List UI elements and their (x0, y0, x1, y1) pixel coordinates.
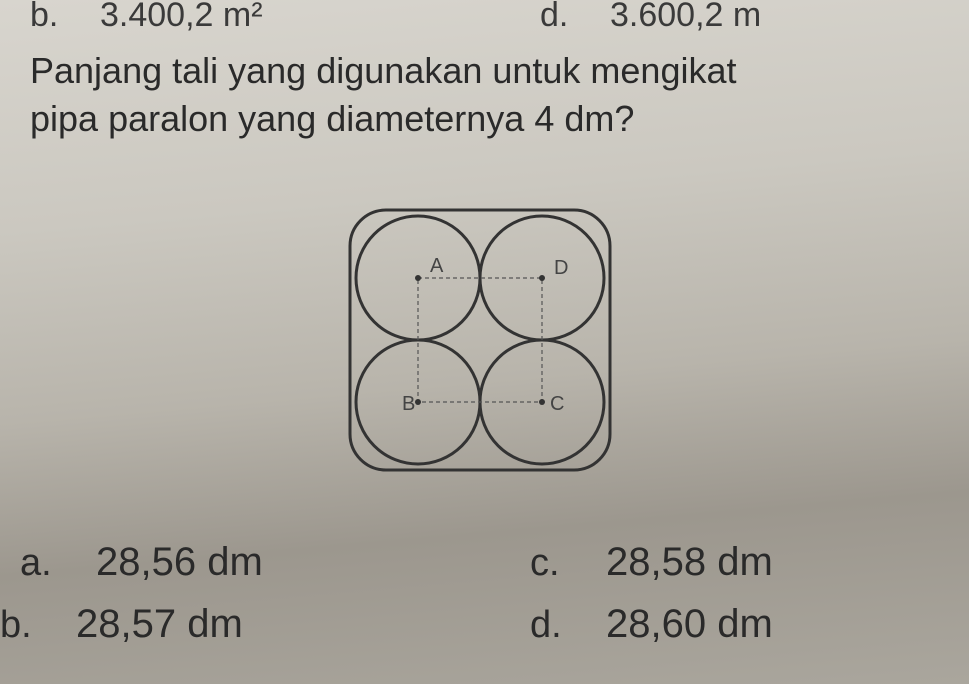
pipe-diagram: A D B C (340, 200, 620, 480)
center-dot-0 (415, 275, 421, 281)
prev-answer-b-value: 3.400,2 m² (100, 0, 263, 35)
prev-answer-b-letter: b. (30, 0, 58, 35)
answer-c-letter: c. (530, 542, 578, 585)
pipe-diagram-svg: A D B C (340, 200, 620, 480)
answer-d: d. 28,60 dm (530, 602, 773, 647)
center-dot-3 (539, 399, 545, 405)
answer-a-text: 28,56 dm (96, 540, 263, 585)
vertex-label-A: A (430, 255, 444, 277)
prev-answer-d-value: 3.600,2 m (610, 0, 761, 35)
center-square (418, 278, 542, 402)
vertex-label-D: D (554, 257, 568, 279)
answer-b-letter: b. (0, 604, 48, 647)
answer-c: c. 28,58 dm (530, 540, 773, 585)
vertex-label-B: B (402, 393, 415, 415)
answer-c-text: 28,58 dm (606, 540, 773, 585)
outer-band (350, 210, 610, 470)
answer-d-letter: d. (530, 604, 578, 647)
answer-a-letter: a. (20, 542, 68, 585)
answer-b-text: 28,57 dm (76, 602, 243, 647)
center-dot-2 (415, 399, 421, 405)
vertex-label-C: C (550, 393, 564, 415)
answer-b: b. 28,57 dm (0, 602, 243, 647)
question-line-2: pipa paralon yang diameternya 4 dm? (30, 98, 634, 140)
question-line-1: Panjang tali yang digunakan untuk mengik… (30, 50, 737, 92)
answer-d-text: 28,60 dm (606, 602, 773, 647)
center-dot-1 (539, 275, 545, 281)
prev-answer-d-letter: d. (540, 0, 568, 35)
answer-a: a. 28,56 dm (20, 540, 263, 585)
paper-background: b. 3.400,2 m² d. 3.600,2 m Panjang tali … (0, 0, 969, 684)
